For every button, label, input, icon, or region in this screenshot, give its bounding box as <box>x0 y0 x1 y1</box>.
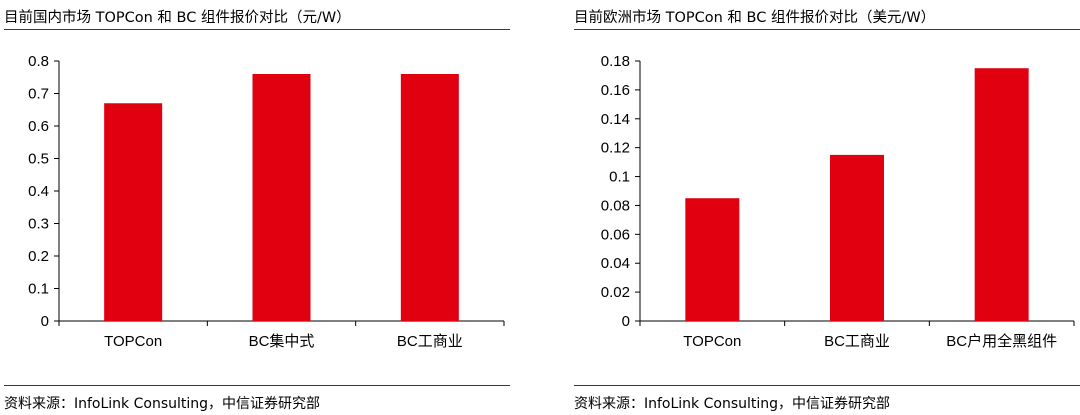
x-category-label: BC集中式 <box>249 333 315 350</box>
source-note: 资料来源：InfoLink Consulting，中信证券研究部 <box>4 396 321 412</box>
y-tick-label: 0 <box>41 313 49 330</box>
source-note: 资料来源：InfoLink Consulting，中信证券研究部 <box>574 396 891 412</box>
x-category-label: BC户用全黑组件 <box>946 332 1057 350</box>
y-tick-label: 0.1 <box>28 281 49 298</box>
chart-title: 目前欧洲市场 TOPCon 和 BC 组件报价对比（美元/W） <box>574 10 936 26</box>
y-tick-label: 0.06 <box>601 226 630 243</box>
y-tick-label: 0.04 <box>601 255 630 272</box>
title-rule <box>4 29 510 30</box>
bar-2 <box>974 68 1029 321</box>
y-tick-label: 0.4 <box>28 183 49 200</box>
x-category-label: TOPCon <box>683 333 741 350</box>
y-tick-label: 0.12 <box>601 140 630 157</box>
chart-panel-europe: 目前欧洲市场 TOPCon 和 BC 组件报价对比（美元/W） 0 0.02 0.0… <box>574 0 1080 415</box>
y-tick-label: 0 <box>622 313 630 330</box>
bar-1 <box>830 154 884 321</box>
y-tick-label: 0.02 <box>601 284 630 301</box>
y-tick-label: 0.7 <box>28 86 49 103</box>
x-category-label: TOPCon <box>104 333 162 350</box>
source-rule <box>574 385 1080 386</box>
title-rule <box>574 29 1080 30</box>
y-tick-label: 0.1 <box>609 169 630 186</box>
chart-title: 目前国内市场 TOPCon 和 BC 组件报价对比（元/W） <box>4 10 351 26</box>
y-tick-label: 0.8 <box>28 53 49 70</box>
y-tick-label: 0.5 <box>28 151 49 168</box>
x-category-label: BC工商业 <box>824 333 890 350</box>
y-tick-label: 0.18 <box>601 53 630 70</box>
bar-1 <box>252 74 311 321</box>
y-tick-label: 0.6 <box>28 118 49 135</box>
y-tick-label: 0.3 <box>28 216 49 233</box>
bar-chart-domestic: 0 0.1 0.2 0.3 0.4 0.5 0.6 0.7 0.8 TOPCon BC集中式 BC工商… <box>28 53 505 350</box>
y-tick-label: 0.2 <box>28 248 49 265</box>
source-rule <box>4 385 510 386</box>
bar-2 <box>400 74 459 321</box>
bar-0 <box>104 103 163 321</box>
y-tick-label: 0.08 <box>601 197 630 214</box>
chart-panel-domestic: 目前国内市场 TOPCon 和 BC 组件报价对比（元/W） 0 0.1 0.2 0.… <box>4 0 510 415</box>
bar-0 <box>685 198 740 321</box>
x-category-label: BC工商业 <box>397 333 463 350</box>
bar-chart-europe: 0 0.02 0.04 0.06 0.08 0.1 0.12 0.14 0.16 0.18 TOPC… <box>601 53 1075 350</box>
y-tick-label: 0.16 <box>601 82 630 99</box>
y-tick-label: 0.14 <box>601 111 630 128</box>
